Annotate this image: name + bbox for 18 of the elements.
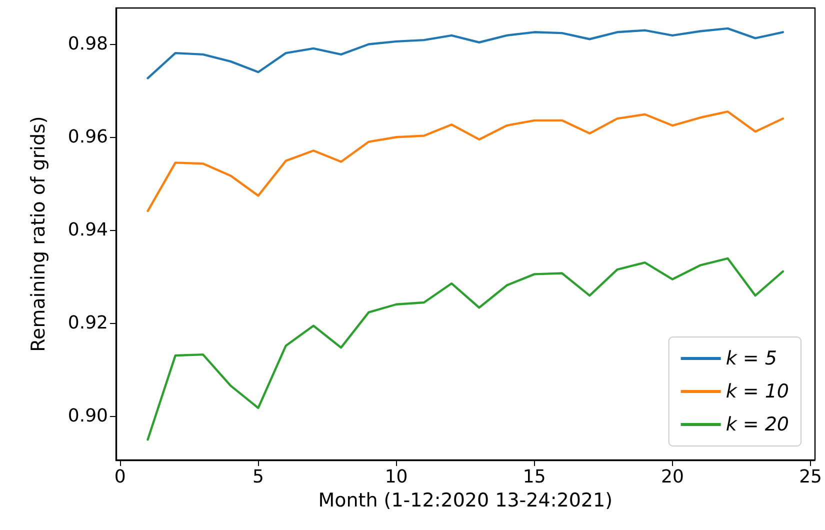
y-tick-label: 0.90 [68, 405, 108, 426]
legend-label: k = 10 [726, 380, 790, 402]
x-axis-title: Month (1-12:2020 13-24:2021) [318, 489, 612, 512]
legend-label: k = 5 [726, 348, 777, 370]
y-tick-label: 0.96 [68, 126, 108, 148]
line-series [146, 27, 784, 80]
x-tick-label: 25 [799, 466, 822, 488]
x-tick-label: 20 [661, 466, 684, 488]
legend-label: k = 20 [726, 414, 790, 436]
x-tick-label: 5 [252, 466, 264, 488]
y-tick-label: 0.94 [68, 220, 108, 241]
x-tick-label: 10 [384, 466, 408, 488]
y-axis-title: Remaining ratio of grids) [28, 116, 50, 352]
x-tick-label: 15 [522, 466, 546, 488]
y-tick-label: 0.98 [68, 34, 108, 55]
line-series [146, 110, 784, 212]
y-tick-label: 0.92 [68, 312, 108, 334]
x-tick-label: 0 [114, 466, 126, 488]
